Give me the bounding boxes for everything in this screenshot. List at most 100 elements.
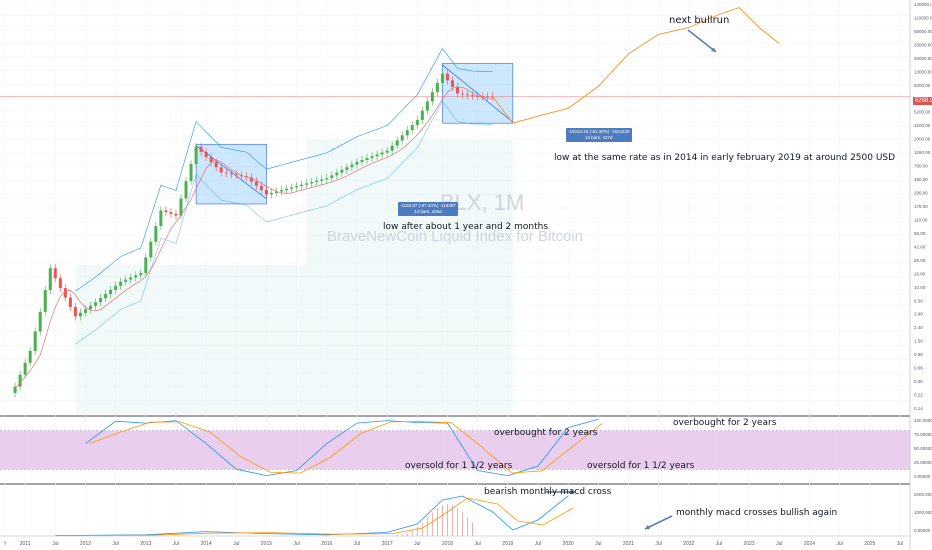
candle: [476, 96, 480, 97]
candle: [405, 130, 409, 136]
candle: [466, 94, 470, 96]
annotation-macd-bullish: monthly macd crosses bullish again: [676, 508, 838, 518]
candle: [375, 154, 379, 157]
annotation-oversold-2: oversold for 1 1/2 years: [587, 461, 695, 471]
candle: [430, 92, 434, 102]
candle: [355, 161, 359, 165]
candle: [28, 350, 32, 363]
candle: [164, 210, 168, 213]
candle: [340, 169, 344, 173]
x-tick-label: Jul: [595, 541, 601, 547]
measure-label-2018-line2: 14 bars, 427d: [585, 135, 613, 140]
cycle-shade: [75, 264, 307, 414]
candle: [33, 331, 37, 351]
arrow-next-bullrun: [687, 29, 717, 53]
measure-label-2014-line1: -1183.87 (-87.30%) -118387: [400, 203, 456, 208]
candle: [471, 95, 475, 97]
arrow-next-bullrun-head: [711, 47, 716, 52]
y-tick-label: 480.00: [914, 177, 928, 182]
candle: [94, 302, 98, 306]
candle: [224, 172, 228, 174]
candle: [350, 164, 354, 168]
annotation-oversold-1: oversold for 1 1/2 years: [405, 461, 513, 471]
candle: [209, 157, 213, 163]
x-tick-label: 2014: [201, 541, 212, 547]
x-tick-label: 2017: [382, 541, 393, 547]
macd-pane: [0, 495, 910, 537]
candle: [259, 185, 263, 191]
candle: [23, 362, 27, 375]
candle: [360, 159, 364, 162]
y-tick-label: 290.00: [914, 191, 928, 196]
projection-line: [492, 7, 780, 124]
y-tick-label: 6.30: [914, 298, 923, 303]
candle: [194, 146, 198, 164]
stoch-zone: [0, 430, 910, 470]
candle: [114, 285, 118, 290]
x-tick-label: Jul: [716, 541, 722, 547]
candle: [184, 181, 188, 199]
x-tick-label: 2012: [80, 541, 91, 547]
annotation-macd-bearish: bearish monthly macd cross: [484, 487, 612, 497]
x-tick-label: Jul: [112, 541, 118, 547]
watermark-title: BraveNewCoin Liquid Index for Bitcoin: [327, 228, 583, 245]
candle: [204, 151, 208, 158]
x-tick-label: 2021: [623, 541, 634, 547]
y-tick-label: 2000.00000: [914, 492, 932, 497]
candle: [481, 96, 485, 98]
x-tick-label: Jul: [233, 541, 239, 547]
candle: [58, 278, 62, 289]
current-price-tag: 6298.99: [913, 97, 932, 105]
y-tick-label: 140000.00: [914, 2, 932, 7]
candle: [345, 167, 349, 170]
annotation-overbought-2: overbought for 2 years: [673, 418, 777, 428]
candle: [249, 177, 253, 182]
candle: [254, 181, 258, 186]
candle: [239, 175, 243, 177]
candle: [18, 374, 22, 387]
x-tick-label: Jul: [776, 541, 782, 547]
y-tick-label: 13000.00: [914, 69, 932, 74]
candle: [229, 173, 233, 175]
y-tick-label: 2000.00: [914, 137, 931, 142]
x-tick-label: 2024: [804, 541, 815, 547]
macd-line: [55, 495, 569, 536]
arrow-macd-bearish-head: [570, 489, 575, 495]
candle: [149, 241, 153, 258]
candle: [189, 163, 193, 182]
candle: [300, 184, 304, 187]
x-tick-label: 2023: [744, 541, 755, 547]
x-tick-label: 2011: [20, 541, 31, 547]
candle: [456, 86, 460, 94]
band-upper: [75, 48, 493, 292]
y-axis: 140000.00 110000.00 55000.00 33000.00 20000.…: [914, 2, 932, 533]
y-tick-label: 26.00: [914, 258, 926, 263]
macd-signal-line: [60, 497, 574, 536]
y-tick-label: 0.00000: [914, 528, 931, 533]
y-tick-label: 110.00: [914, 217, 928, 222]
stoch-pane: [0, 418, 910, 477]
candle: [169, 212, 173, 214]
x-tick-label: Jul: [474, 541, 480, 547]
x-tick-label: 2019: [502, 541, 513, 547]
y-tick-label: 5200.00: [914, 110, 931, 115]
candle: [320, 179, 324, 181]
candle: [280, 190, 284, 192]
band-lower: [75, 100, 493, 345]
candle: [104, 294, 108, 299]
price-pane: [0, 7, 910, 414]
arrows: [545, 29, 717, 530]
candle: [330, 175, 334, 179]
candle: [144, 257, 148, 274]
stoch-k-line: [85, 418, 599, 477]
candle: [219, 167, 223, 173]
candle: [395, 140, 399, 146]
candle: [154, 226, 158, 242]
x-tick-label: 2025: [864, 541, 875, 547]
arrow-macd-bullish: [644, 515, 673, 530]
candle: [269, 192, 273, 195]
candle: [43, 290, 47, 312]
candle: [325, 178, 329, 180]
stoch-d-line: [89, 421, 603, 474]
